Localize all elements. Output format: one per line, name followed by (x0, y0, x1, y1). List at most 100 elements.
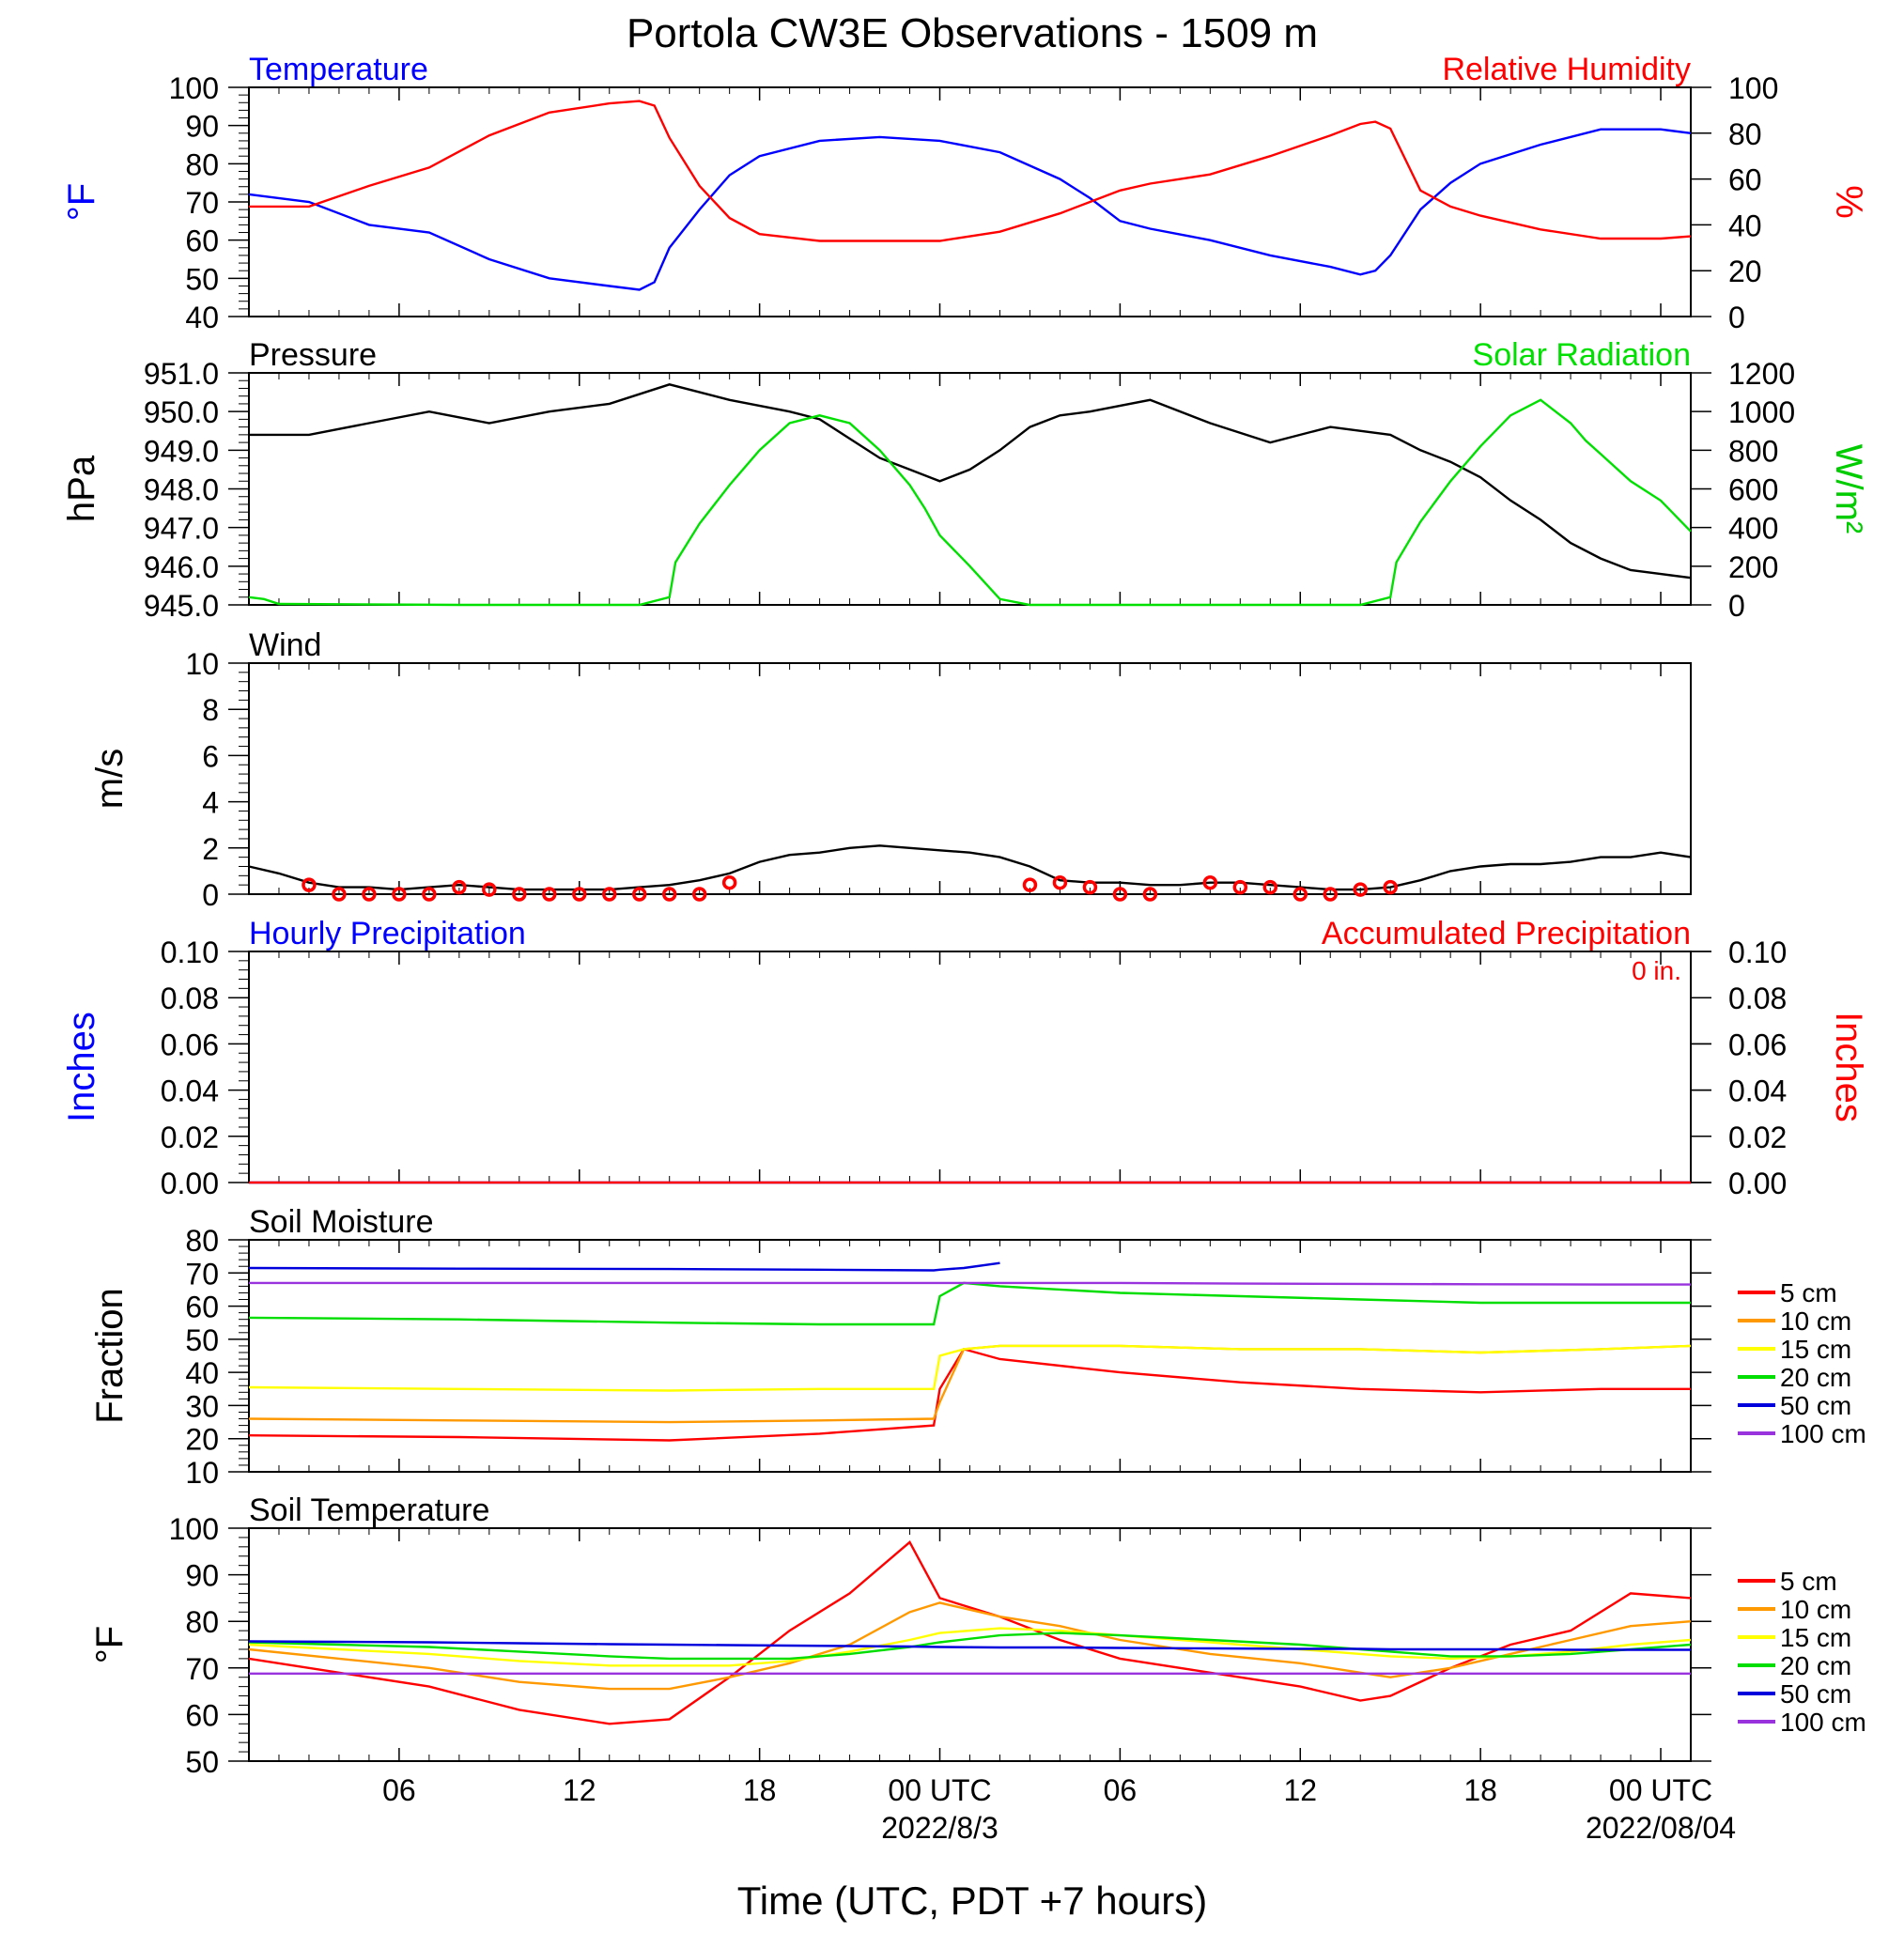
panel-right-title: Accumulated Precipitation (1322, 916, 1691, 951)
legend-label: 50 cm (1780, 1391, 1851, 1420)
legend-label: 15 cm (1780, 1623, 1851, 1652)
y-tick-label-right: 20 (1728, 255, 1762, 288)
legend-label: 15 cm (1780, 1335, 1851, 1364)
y-tick-label: 2 (202, 832, 219, 866)
x-axis-title: Time (UTC, PDT +7 hours) (737, 1879, 1208, 1923)
y-tick-label: 20 (185, 1423, 219, 1457)
y-tick-label: 70 (185, 1652, 219, 1686)
y-tick-label-right: 1200 (1728, 357, 1795, 391)
y-tick-label-right: 200 (1728, 550, 1778, 584)
series-line-wind-speed (248, 844, 1692, 891)
y-tick-label-right: 0.10 (1728, 936, 1787, 969)
y-tick-label-right: 1000 (1728, 395, 1795, 429)
y-tick-label: 951.0 (144, 357, 219, 391)
y-tick-label: 948.0 (144, 473, 219, 507)
legend-label: 5 cm (1780, 1567, 1837, 1596)
y-tick-label: 50 (185, 262, 219, 296)
y-tick-label-right: 0 (1728, 301, 1745, 334)
wind-calm-marker (1052, 874, 1068, 890)
y-tick-label-right: 0.04 (1728, 1075, 1787, 1108)
y-tick-label: 10 (185, 647, 219, 681)
panel-left-title: Temperature (249, 52, 428, 87)
accumulated-precip-value: 0 in. (1632, 956, 1681, 985)
y-tick-label: 0.08 (161, 982, 219, 1015)
y-tick-label: 80 (185, 1605, 219, 1639)
y-tick-label: 50 (185, 1745, 219, 1779)
legend-label: 100 cm (1780, 1419, 1866, 1448)
y-axis-label: Fraction (89, 1288, 131, 1424)
y-tick-label-right: 0.02 (1728, 1121, 1787, 1154)
y-tick-label: 70 (185, 186, 219, 220)
y-axis-label-right: % (1828, 185, 1869, 219)
x-tick-label: 12 (563, 1773, 596, 1807)
wind-calm-marker (1022, 877, 1038, 892)
x-axis: 06 12 18 00 UTC 2022/8/3 06 12 18 00 UTC 2022/08/… (382, 1773, 1736, 1845)
y-tick-label: 947.0 (144, 512, 219, 546)
wind-calm-marker (302, 877, 317, 892)
y-axis-label: m/s (89, 749, 131, 809)
x-tick-label: 06 (1104, 1773, 1138, 1807)
y-tick-label-right: 800 (1728, 434, 1778, 468)
wind-calm-marker (1383, 879, 1398, 895)
y-tick-label: 949.0 (144, 434, 219, 468)
panel-right-title: Solar Radiation (1473, 337, 1691, 373)
y-tick-label: 945.0 (144, 589, 219, 623)
legend-label: 20 cm (1780, 1363, 1851, 1392)
y-tick-label: 946.0 (144, 550, 219, 584)
y-tick-label: 100 (169, 71, 219, 105)
series-line-15-cm (248, 1627, 1692, 1667)
series-line-20-cm (248, 1631, 1692, 1661)
y-tick-label: 8 (202, 693, 219, 727)
y-tick-label: 0.10 (161, 936, 219, 969)
panel-left-title: Pressure (249, 337, 377, 373)
y-tick-label: 0.06 (161, 1028, 219, 1061)
y-axis-label-right: Inches (1828, 1012, 1869, 1122)
wind-calm-marker (1293, 887, 1308, 902)
y-tick-label-right: 80 (1728, 117, 1762, 151)
y-tick-label: 40 (185, 1356, 219, 1390)
y-tick-label: 10 (185, 1456, 219, 1490)
y-tick-label: 0 (202, 878, 219, 912)
y-tick-label-right: 0 (1728, 589, 1745, 623)
wind-calm-marker (422, 887, 437, 902)
x-tick-label: 18 (743, 1773, 777, 1807)
y-tick-label-right: 0.00 (1728, 1167, 1787, 1200)
wind-calm-marker (1082, 879, 1098, 895)
series-line-temperature (248, 128, 1692, 291)
wind-calm-marker (1262, 879, 1278, 895)
y-tick-label-right: 0.08 (1728, 982, 1787, 1015)
wind-calm-marker (542, 887, 557, 902)
y-tick-label: 80 (185, 1224, 219, 1258)
y-tick-label-right: 400 (1728, 512, 1778, 546)
wind-calm-marker (1112, 887, 1128, 902)
series-line-relative-humidity (249, 100, 1692, 242)
x-tick-label: 18 (1463, 1773, 1497, 1807)
wind-calm-marker (631, 887, 647, 902)
x-tick-label: 12 (1283, 1773, 1317, 1807)
x-tick-date-label: 2022/08/04 (1586, 1811, 1736, 1845)
y-tick-label-right: 60 (1728, 163, 1762, 197)
series-line-solar-radiation (248, 398, 1692, 607)
legend-label: 100 cm (1780, 1708, 1866, 1737)
y-tick-label: 4 (202, 786, 219, 820)
x-tick-date-label: 2022/8/3 (881, 1811, 998, 1845)
y-tick-label: 60 (185, 1291, 219, 1324)
legend-label: 5 cm (1780, 1278, 1837, 1307)
y-tick-label: 80 (185, 147, 219, 181)
wind-calm-marker (362, 887, 377, 902)
x-tick-label: 00 UTC (888, 1773, 991, 1807)
wind-calm-marker (482, 882, 497, 897)
series-line-10-cm (248, 1601, 1692, 1691)
series-line-100-cm (249, 1281, 1691, 1286)
wind-calm-marker (452, 879, 467, 895)
y-tick-label: 70 (185, 1257, 219, 1291)
legend-label: 10 cm (1780, 1307, 1851, 1336)
panel-precipitation: Hourly Precipitation Accumulated Precipit… (61, 916, 1869, 1200)
panel-left-title: Wind (249, 627, 321, 663)
y-axis-label-left: hPa (61, 455, 102, 522)
wind-calm-marker (1142, 887, 1158, 902)
wind-calm-marker (332, 887, 347, 902)
